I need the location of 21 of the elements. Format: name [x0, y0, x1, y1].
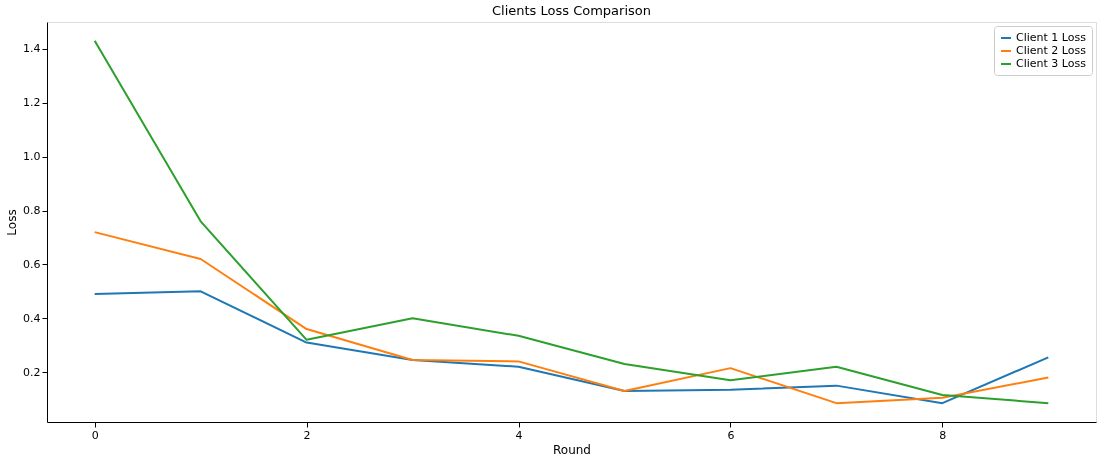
y-axis-title: Loss	[5, 209, 20, 236]
line-series	[93, 231, 1050, 405]
chart-title: Clients Loss Comparison	[491, 3, 652, 18]
legend-label: Client 2 Loss	[1016, 44, 1087, 57]
y-tick-label: 0.2	[23, 365, 41, 379]
line-series	[93, 290, 1050, 405]
y-tick-label: 0.8	[23, 204, 41, 218]
y-tick-label: 0.4	[23, 311, 41, 325]
y-tick-label: 0.6	[23, 257, 41, 271]
y-tick-label: 1.2	[23, 96, 41, 110]
line-series	[93, 39, 1050, 405]
x-tick-label: 6	[727, 428, 735, 442]
y-tick-label: 1.0	[23, 150, 41, 164]
x-axis-title: Round	[553, 442, 591, 457]
x-tick-label: 4	[515, 428, 523, 442]
y-tick-label: 1.4	[23, 42, 41, 56]
x-tick-label: 0	[91, 428, 99, 442]
x-tick-label: 8	[939, 428, 947, 442]
legend-label: Client 3 Loss	[1016, 57, 1087, 70]
x-tick-label: 2	[303, 428, 311, 442]
legend-label: Client 1 Loss	[1016, 31, 1087, 44]
